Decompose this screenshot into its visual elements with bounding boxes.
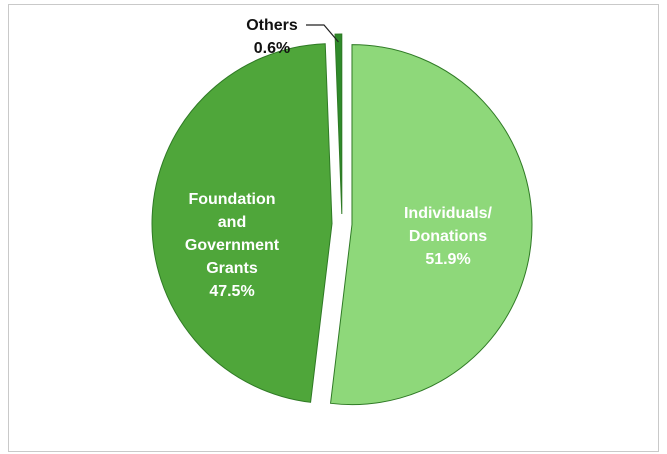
slice-label-line: and xyxy=(218,214,246,231)
slice-value-label: 0.6% xyxy=(254,40,290,57)
slice-label-line: Foundation xyxy=(188,191,275,208)
slice-label-others: Others 0.6% xyxy=(246,17,298,57)
pie-slice-foundation-and-government-grants xyxy=(151,43,333,403)
slice-value-label: 47.5% xyxy=(209,283,254,300)
slice-value-label: 51.9% xyxy=(425,251,470,268)
slice-label-line: Donations xyxy=(409,228,487,245)
slice-label-line: Others xyxy=(246,17,298,34)
slice-labels: Individuals/Donations 51.9% Foundation and G… xyxy=(185,17,493,300)
pie-slice-others xyxy=(334,33,343,215)
leader-line-others xyxy=(306,24,339,43)
slice-label-line: Grants xyxy=(206,260,258,277)
leader-lines xyxy=(306,24,339,43)
slice-label-line: Individuals/ xyxy=(404,205,493,222)
slice-label-line: Government xyxy=(185,237,280,254)
slice-label-individuals-donations: Individuals/Donations 51.9% xyxy=(404,205,493,268)
slice-label-foundation-and-government-grants: Foundation and Government Grants 47.5% xyxy=(185,191,280,300)
pie-slices xyxy=(151,33,533,406)
pie-slice-individuals-donations xyxy=(329,44,533,406)
